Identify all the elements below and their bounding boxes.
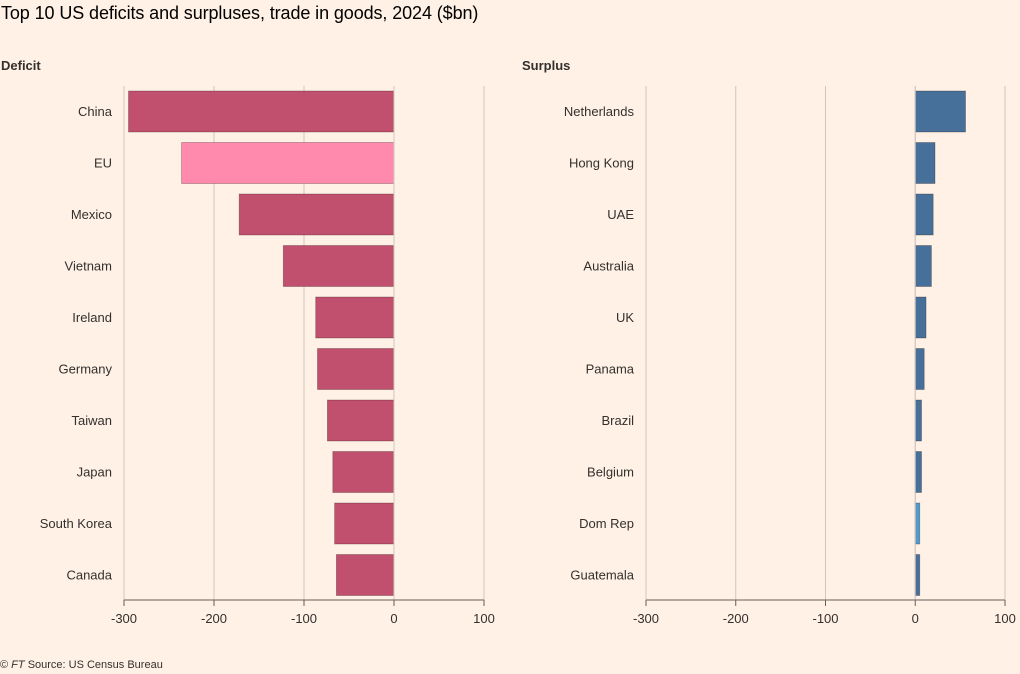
deficit-bar-canada — [335, 554, 395, 596]
surplus-bar-uk — [914, 296, 927, 339]
surplus-panel-title: Surplus — [522, 58, 571, 73]
ft-brand: FT — [11, 659, 25, 671]
deficit-x-tick-label: -300 — [111, 611, 137, 626]
surplus-x-tick-label: 0 — [912, 611, 919, 626]
deficit-panel: China EU Mexico Vietnam Ireland Germany Taiwan… — [40, 86, 495, 626]
deficit-bar-mexico — [238, 193, 395, 236]
deficit-x-tick-label: -100 — [291, 611, 317, 626]
surplus-bar-brazil — [914, 399, 922, 442]
surplus-x-tick-label: -200 — [723, 611, 749, 626]
deficit-category-label: Mexico — [71, 207, 112, 222]
surplus-bar-hong-kong — [914, 142, 936, 184]
surplus-category-label: UAE — [607, 207, 634, 222]
surplus-category-label: Belgium — [587, 465, 634, 480]
surplus-category-label: Dom Rep — [579, 516, 634, 531]
surplus-bar-netherlands — [914, 90, 966, 133]
deficit-bar-taiwan — [326, 399, 395, 442]
surplus-panel: Netherlands Hong Kong UAE Australia UK Panama… — [564, 86, 1016, 626]
surplus-x-tick-label: -100 — [812, 611, 838, 626]
surplus-category-label: Guatemala — [570, 568, 634, 583]
deficit-category-label: China — [78, 104, 113, 119]
surplus-category-label: Netherlands — [564, 104, 635, 119]
deficit-bar-ireland — [315, 296, 395, 339]
surplus-x-tick-label: -300 — [633, 611, 659, 626]
deficit-category-label: Canada — [66, 568, 112, 583]
chart-footer: © FT Source: US Census Bureau — [0, 659, 163, 671]
deficit-bar-eu — [181, 142, 395, 184]
source-note: Source: US Census Bureau — [27, 659, 163, 671]
deficit-bar-south-korea — [334, 502, 395, 545]
deficit-category-label: Taiwan — [72, 413, 112, 428]
surplus-bar-guatemala — [914, 554, 921, 596]
surplus-category-label: Australia — [583, 259, 634, 274]
surplus-category-label: Hong Kong — [569, 156, 634, 171]
deficit-bar-germany — [317, 348, 395, 390]
surplus-bar-dom-rep — [914, 502, 921, 545]
deficit-x-tick-label: 0 — [390, 611, 397, 626]
deficit-category-label: Ireland — [72, 310, 112, 325]
surplus-category-label: Brazil — [601, 413, 634, 428]
surplus-category-label: UK — [616, 310, 634, 325]
deficit-category-label: EU — [94, 156, 112, 171]
deficit-category-label: Vietnam — [65, 259, 112, 274]
deficit-bar-japan — [332, 451, 395, 493]
deficit-x-tick-label: 100 — [473, 611, 495, 626]
deficit-category-label: South Korea — [40, 516, 113, 531]
deficit-x-tick-label: -200 — [201, 611, 227, 626]
deficit-bar-china — [128, 90, 395, 133]
surplus-bar-uae — [914, 193, 934, 236]
deficit-panel-title: Deficit — [1, 58, 41, 73]
surplus-bar-belgium — [914, 451, 922, 493]
surplus-category-label: Panama — [586, 362, 635, 377]
chart-title: Top 10 US deficits and surpluses, trade … — [1, 3, 479, 23]
surplus-bar-australia — [914, 245, 932, 287]
deficit-category-label: Germany — [59, 362, 113, 377]
surplus-bar-panama — [914, 348, 925, 390]
surplus-x-tick-label: 100 — [994, 611, 1016, 626]
copyright-symbol: © — [0, 659, 9, 671]
deficit-category-label: Japan — [77, 465, 112, 480]
deficit-bar-vietnam — [282, 245, 395, 287]
